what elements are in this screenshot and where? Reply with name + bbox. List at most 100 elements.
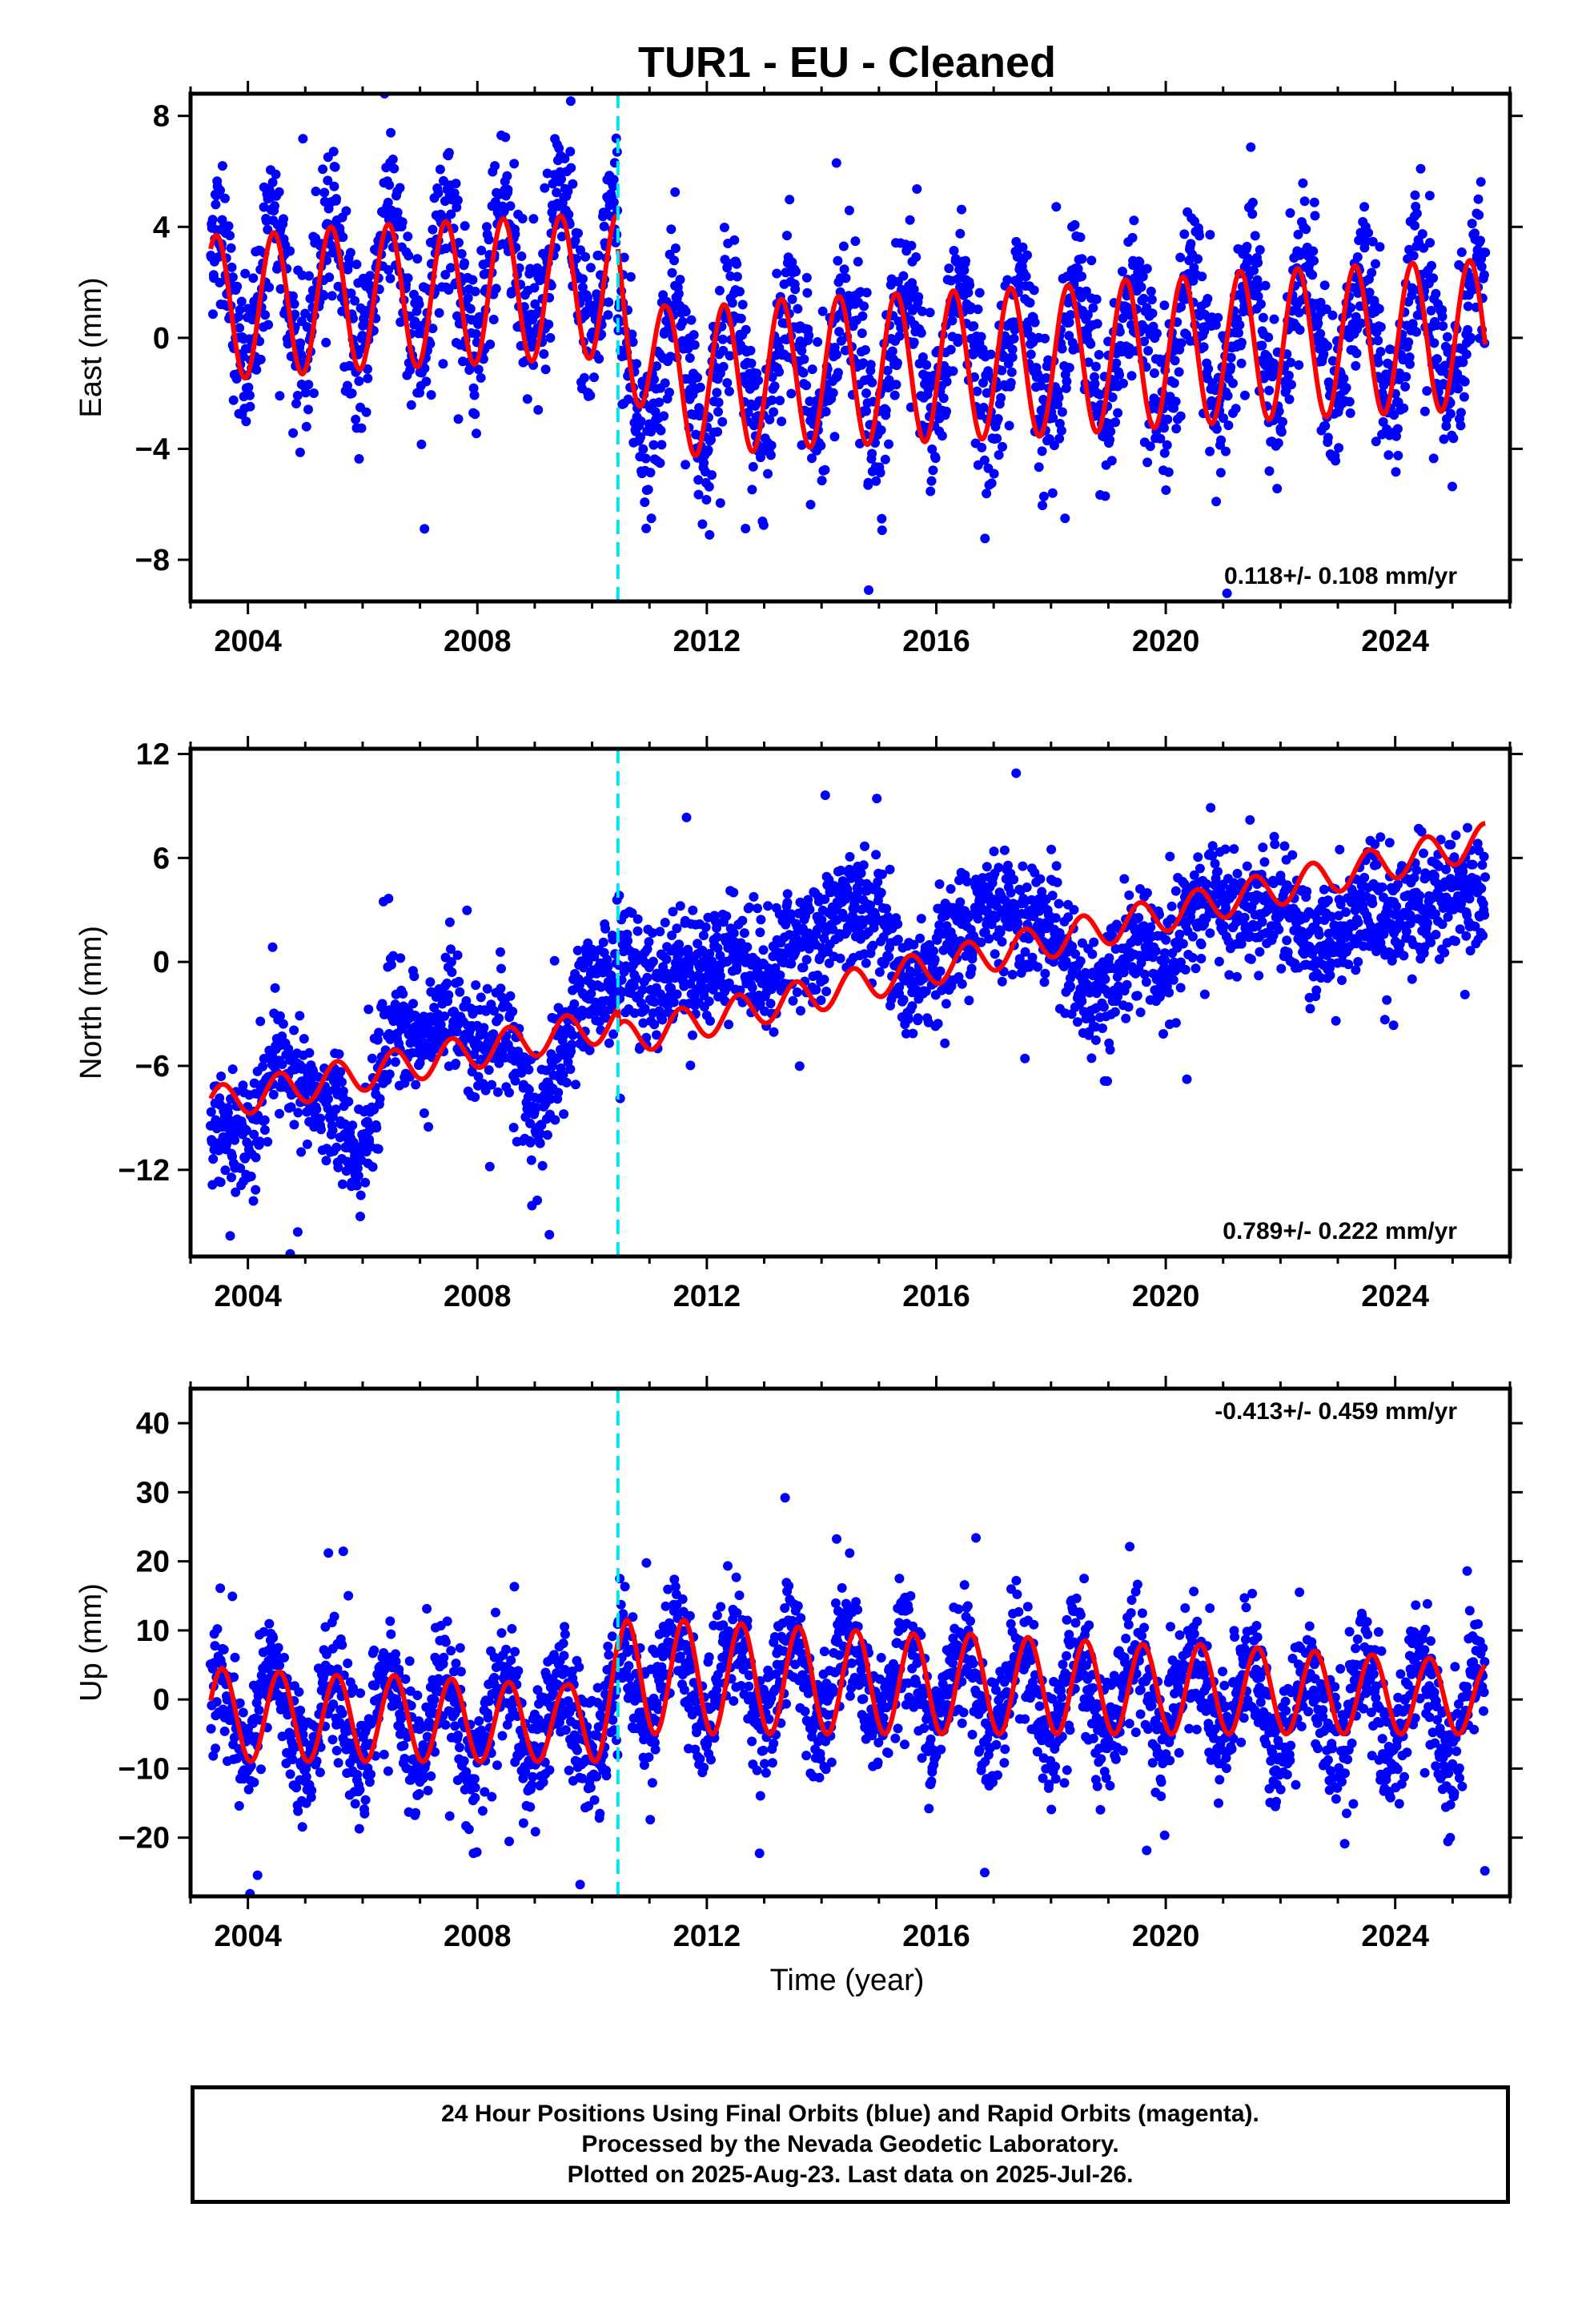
data-point bbox=[681, 307, 691, 317]
data-point bbox=[1391, 467, 1401, 477]
data-point bbox=[978, 378, 988, 388]
data-point bbox=[571, 254, 581, 264]
data-point bbox=[1170, 886, 1181, 896]
data-point bbox=[446, 957, 456, 967]
data-point bbox=[1062, 376, 1072, 387]
data-point bbox=[1313, 318, 1323, 328]
data-point bbox=[798, 963, 809, 973]
data-point bbox=[1331, 456, 1341, 466]
data-point bbox=[765, 999, 776, 1009]
data-point bbox=[1077, 996, 1087, 1007]
data-point bbox=[724, 978, 734, 988]
data-point bbox=[817, 476, 827, 486]
data-point bbox=[957, 204, 966, 215]
data-point bbox=[1054, 433, 1065, 444]
data-point bbox=[1006, 887, 1016, 898]
data-point bbox=[1257, 340, 1267, 351]
data-point bbox=[963, 287, 974, 298]
data-point bbox=[770, 963, 781, 973]
y-tick-label: −4 bbox=[135, 432, 170, 466]
data-point bbox=[732, 965, 742, 975]
data-point bbox=[1428, 453, 1439, 464]
data-point bbox=[383, 894, 394, 903]
data-point bbox=[1203, 364, 1214, 374]
data-point bbox=[251, 1152, 261, 1163]
north-data-points bbox=[206, 768, 1491, 1256]
data-point bbox=[323, 1104, 333, 1113]
data-point bbox=[1081, 286, 1091, 296]
data-point bbox=[1170, 1018, 1181, 1028]
data-point bbox=[303, 404, 313, 415]
data-point bbox=[243, 382, 254, 392]
data-point bbox=[360, 1177, 371, 1188]
data-point bbox=[552, 1053, 563, 1063]
data-point bbox=[589, 372, 599, 383]
data-point bbox=[1224, 970, 1235, 980]
data-point bbox=[1021, 271, 1031, 282]
data-point bbox=[1307, 270, 1318, 280]
data-point bbox=[275, 391, 285, 401]
data-point bbox=[295, 1011, 305, 1021]
data-point bbox=[769, 407, 779, 417]
data-point bbox=[872, 794, 882, 804]
data-point bbox=[338, 1086, 348, 1096]
data-point bbox=[865, 360, 876, 370]
data-point bbox=[976, 332, 986, 342]
data-point bbox=[1373, 336, 1383, 346]
data-point bbox=[1403, 337, 1414, 348]
data-point bbox=[608, 1029, 619, 1039]
data-point bbox=[933, 1019, 943, 1029]
data-point bbox=[642, 944, 652, 955]
data-point bbox=[539, 349, 549, 359]
data-point bbox=[817, 306, 828, 316]
data-point bbox=[912, 184, 922, 194]
data-point bbox=[1034, 462, 1044, 472]
data-point bbox=[706, 435, 716, 445]
data-point bbox=[268, 1089, 279, 1100]
data-point bbox=[1272, 484, 1283, 494]
data-point bbox=[215, 1177, 226, 1188]
data-point bbox=[571, 1080, 580, 1090]
data-point bbox=[496, 947, 505, 957]
data-point bbox=[1134, 913, 1144, 923]
data-point bbox=[1215, 468, 1226, 478]
data-point bbox=[737, 300, 748, 310]
data-point bbox=[665, 388, 674, 397]
data-point bbox=[496, 963, 506, 974]
data-point bbox=[544, 1229, 555, 1240]
data-point bbox=[1149, 368, 1159, 378]
data-point bbox=[672, 923, 682, 934]
data-point bbox=[1052, 877, 1062, 887]
data-point bbox=[1439, 360, 1450, 371]
data-point bbox=[1276, 963, 1287, 974]
data-point bbox=[801, 955, 812, 965]
data-point bbox=[496, 983, 506, 994]
data-point bbox=[1092, 319, 1102, 329]
data-point bbox=[356, 423, 367, 433]
data-point bbox=[517, 214, 528, 223]
data-point bbox=[442, 978, 452, 988]
data-point bbox=[1006, 378, 1016, 388]
data-point bbox=[267, 942, 278, 952]
data-point bbox=[1159, 448, 1170, 458]
data-point bbox=[1182, 1074, 1192, 1084]
data-point bbox=[270, 983, 280, 993]
data-point bbox=[1393, 450, 1403, 460]
data-point bbox=[447, 967, 457, 977]
data-point bbox=[1088, 303, 1098, 313]
data-point bbox=[876, 425, 886, 436]
data-point bbox=[819, 975, 829, 985]
data-point bbox=[217, 215, 227, 225]
data-point bbox=[304, 1047, 315, 1058]
data-point bbox=[1064, 317, 1074, 328]
data-point bbox=[302, 1139, 312, 1149]
data-point bbox=[972, 386, 982, 396]
data-point bbox=[1282, 935, 1292, 946]
data-point bbox=[473, 364, 484, 375]
data-point bbox=[627, 908, 637, 919]
data-point bbox=[309, 388, 319, 398]
data-point bbox=[1025, 298, 1035, 308]
data-point bbox=[769, 1027, 779, 1037]
data-point bbox=[628, 337, 638, 348]
data-point bbox=[1070, 949, 1081, 959]
